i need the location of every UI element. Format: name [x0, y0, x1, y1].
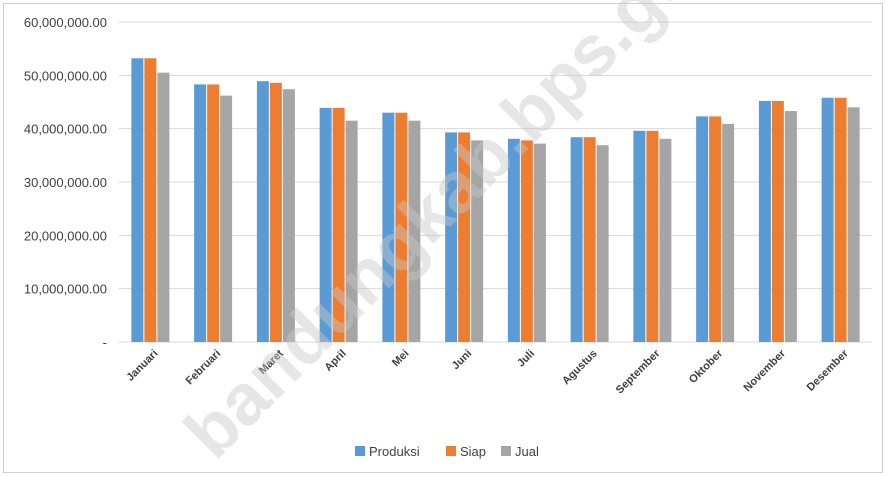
bar-jual-desember: [847, 107, 860, 342]
bar-siap-september: [646, 130, 659, 342]
x-tick-label: Januari: [124, 348, 160, 384]
bar-siap-mei: [395, 112, 408, 343]
bar-siap-november: [771, 100, 784, 342]
bar-produksi-april: [319, 107, 332, 342]
bar-produksi-februari: [194, 84, 207, 343]
bar-siap-februari: [207, 84, 220, 343]
bar-produksi-juni: [445, 132, 458, 342]
bar-jual-juni: [471, 140, 484, 342]
y-tick-label: -: [103, 335, 107, 350]
bar-siap-juni: [458, 132, 471, 342]
bar-jual-april: [345, 120, 358, 343]
x-tick-label: Juni: [450, 348, 474, 372]
bar-produksi-juli: [507, 138, 520, 342]
y-tick-label: 30,000,000.00: [24, 175, 107, 190]
x-tick-label: Juli: [515, 348, 537, 370]
legend-swatch-siap: [446, 446, 456, 456]
bar-jual-mei: [408, 120, 421, 343]
bar-jual-januari: [157, 72, 170, 343]
bar-produksi-desember: [821, 97, 834, 342]
legend-label-produksi: Produksi: [369, 444, 420, 459]
bar-jual-agustus: [596, 145, 609, 342]
y-tick-label: 20,000,000.00: [24, 228, 107, 243]
x-tick-label: September: [614, 347, 663, 396]
legend: Produksi Siap Jual: [355, 444, 539, 459]
bar-siap-oktober: [709, 116, 722, 343]
x-tick-label: Oktober: [687, 347, 726, 386]
bar-produksi-januari: [131, 58, 144, 343]
bar-jual-november: [784, 111, 797, 342]
bar-produksi-maret: [256, 81, 269, 342]
x-tick-label: Desember: [805, 347, 852, 394]
y-axis-tick-labels: - 10,000,000.00 20,000,000.00 30,000,000.00…: [24, 15, 107, 350]
bar-siap-juli: [520, 140, 533, 342]
bar-produksi-mei: [382, 112, 395, 343]
bar-produksi-oktober: [696, 116, 709, 343]
bar-jual-juli: [533, 143, 546, 342]
bar-jual-september: [659, 138, 672, 342]
y-tick-label: 50,000,000.00: [24, 68, 107, 83]
bar-siap-april: [332, 107, 345, 342]
legend-label-jual: Jual: [515, 444, 539, 459]
x-tick-label: November: [741, 347, 788, 394]
x-tick-label: Agustus: [560, 348, 600, 388]
bars: [131, 58, 860, 343]
y-tick-label: 40,000,000.00: [24, 122, 107, 137]
bar-jual-oktober: [722, 123, 735, 342]
legend-swatch-produksi: [355, 446, 365, 456]
bar-produksi-agustus: [570, 137, 583, 342]
bar-siap-desember: [834, 97, 847, 342]
bar-siap-januari: [144, 58, 157, 343]
bar-produksi-september: [633, 130, 646, 342]
bar-jual-februari: [220, 95, 233, 342]
x-tick-label: Mei: [390, 348, 411, 369]
legend-swatch-jual: [501, 446, 511, 456]
bar-siap-maret: [269, 82, 282, 343]
y-tick-label: 60,000,000.00: [24, 15, 107, 30]
legend-label-siap: Siap: [460, 444, 486, 459]
bar-jual-maret: [282, 89, 295, 342]
bar-siap-agustus: [583, 137, 596, 342]
bar-produksi-november: [758, 100, 771, 342]
gridlines: [119, 21, 872, 343]
y-tick-label: 10,000,000.00: [24, 282, 107, 297]
